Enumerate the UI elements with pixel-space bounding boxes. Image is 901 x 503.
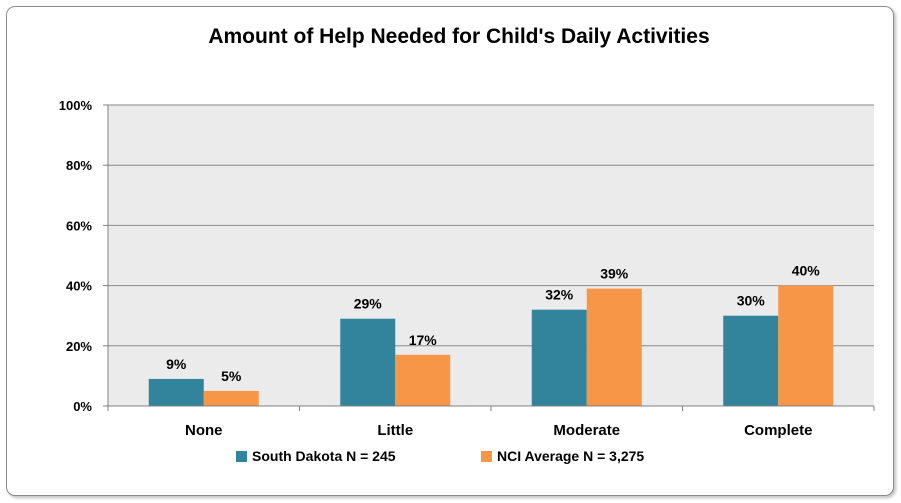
category-label: Little <box>377 422 413 439</box>
data-label: 40% <box>792 263 821 279</box>
y-tick-label: 20% <box>66 339 92 354</box>
axes <box>107 105 875 411</box>
y-tick-label: 60% <box>66 218 92 233</box>
bar-little-series-2 <box>395 354 451 406</box>
legend-swatch <box>236 451 247 462</box>
legend-label: South Dakota N = 245 <box>252 448 396 464</box>
bar-none-series-2 <box>203 390 259 406</box>
category-label: Moderate <box>553 422 620 439</box>
category-label: None <box>185 422 223 439</box>
data-label: 17% <box>409 332 438 348</box>
chart-title: Amount of Help Needed for Child's Daily … <box>208 25 709 48</box>
data-label: 30% <box>737 293 766 309</box>
y-axis-ticks: 0% 20% 40% 60% 80% 100% <box>59 98 108 414</box>
bar-none-series-1 <box>148 378 204 406</box>
bar-moderate-series-2 <box>586 288 642 406</box>
data-label: 9% <box>166 356 187 372</box>
y-tick-label: 80% <box>66 158 92 173</box>
bar-complete-series-2 <box>778 285 834 406</box>
legend: South Dakota N = 245 NCI Average N = 3,27… <box>236 448 644 464</box>
y-tick-label: 40% <box>66 279 92 294</box>
data-label: 29% <box>354 296 383 312</box>
bar-complete-series-1 <box>723 315 779 406</box>
bar-little-series-1 <box>340 318 396 406</box>
y-tick-label: 0% <box>73 399 92 414</box>
gridlines <box>108 104 874 347</box>
data-label: 39% <box>600 266 629 282</box>
data-label: 32% <box>545 287 574 303</box>
legend-swatch <box>481 451 492 462</box>
data-labels: 9% 5% 29% 17% 32% 39% 30% 40% <box>166 263 820 384</box>
x-axis-categories: None Little Moderate Complete <box>185 422 812 439</box>
y-tick-label: 100% <box>59 98 93 113</box>
bar-moderate-series-1 <box>531 309 587 406</box>
bars <box>148 285 834 406</box>
data-label: 5% <box>221 368 242 384</box>
category-label: Complete <box>744 422 812 439</box>
legend-label: NCI Average N = 3,275 <box>497 448 644 464</box>
